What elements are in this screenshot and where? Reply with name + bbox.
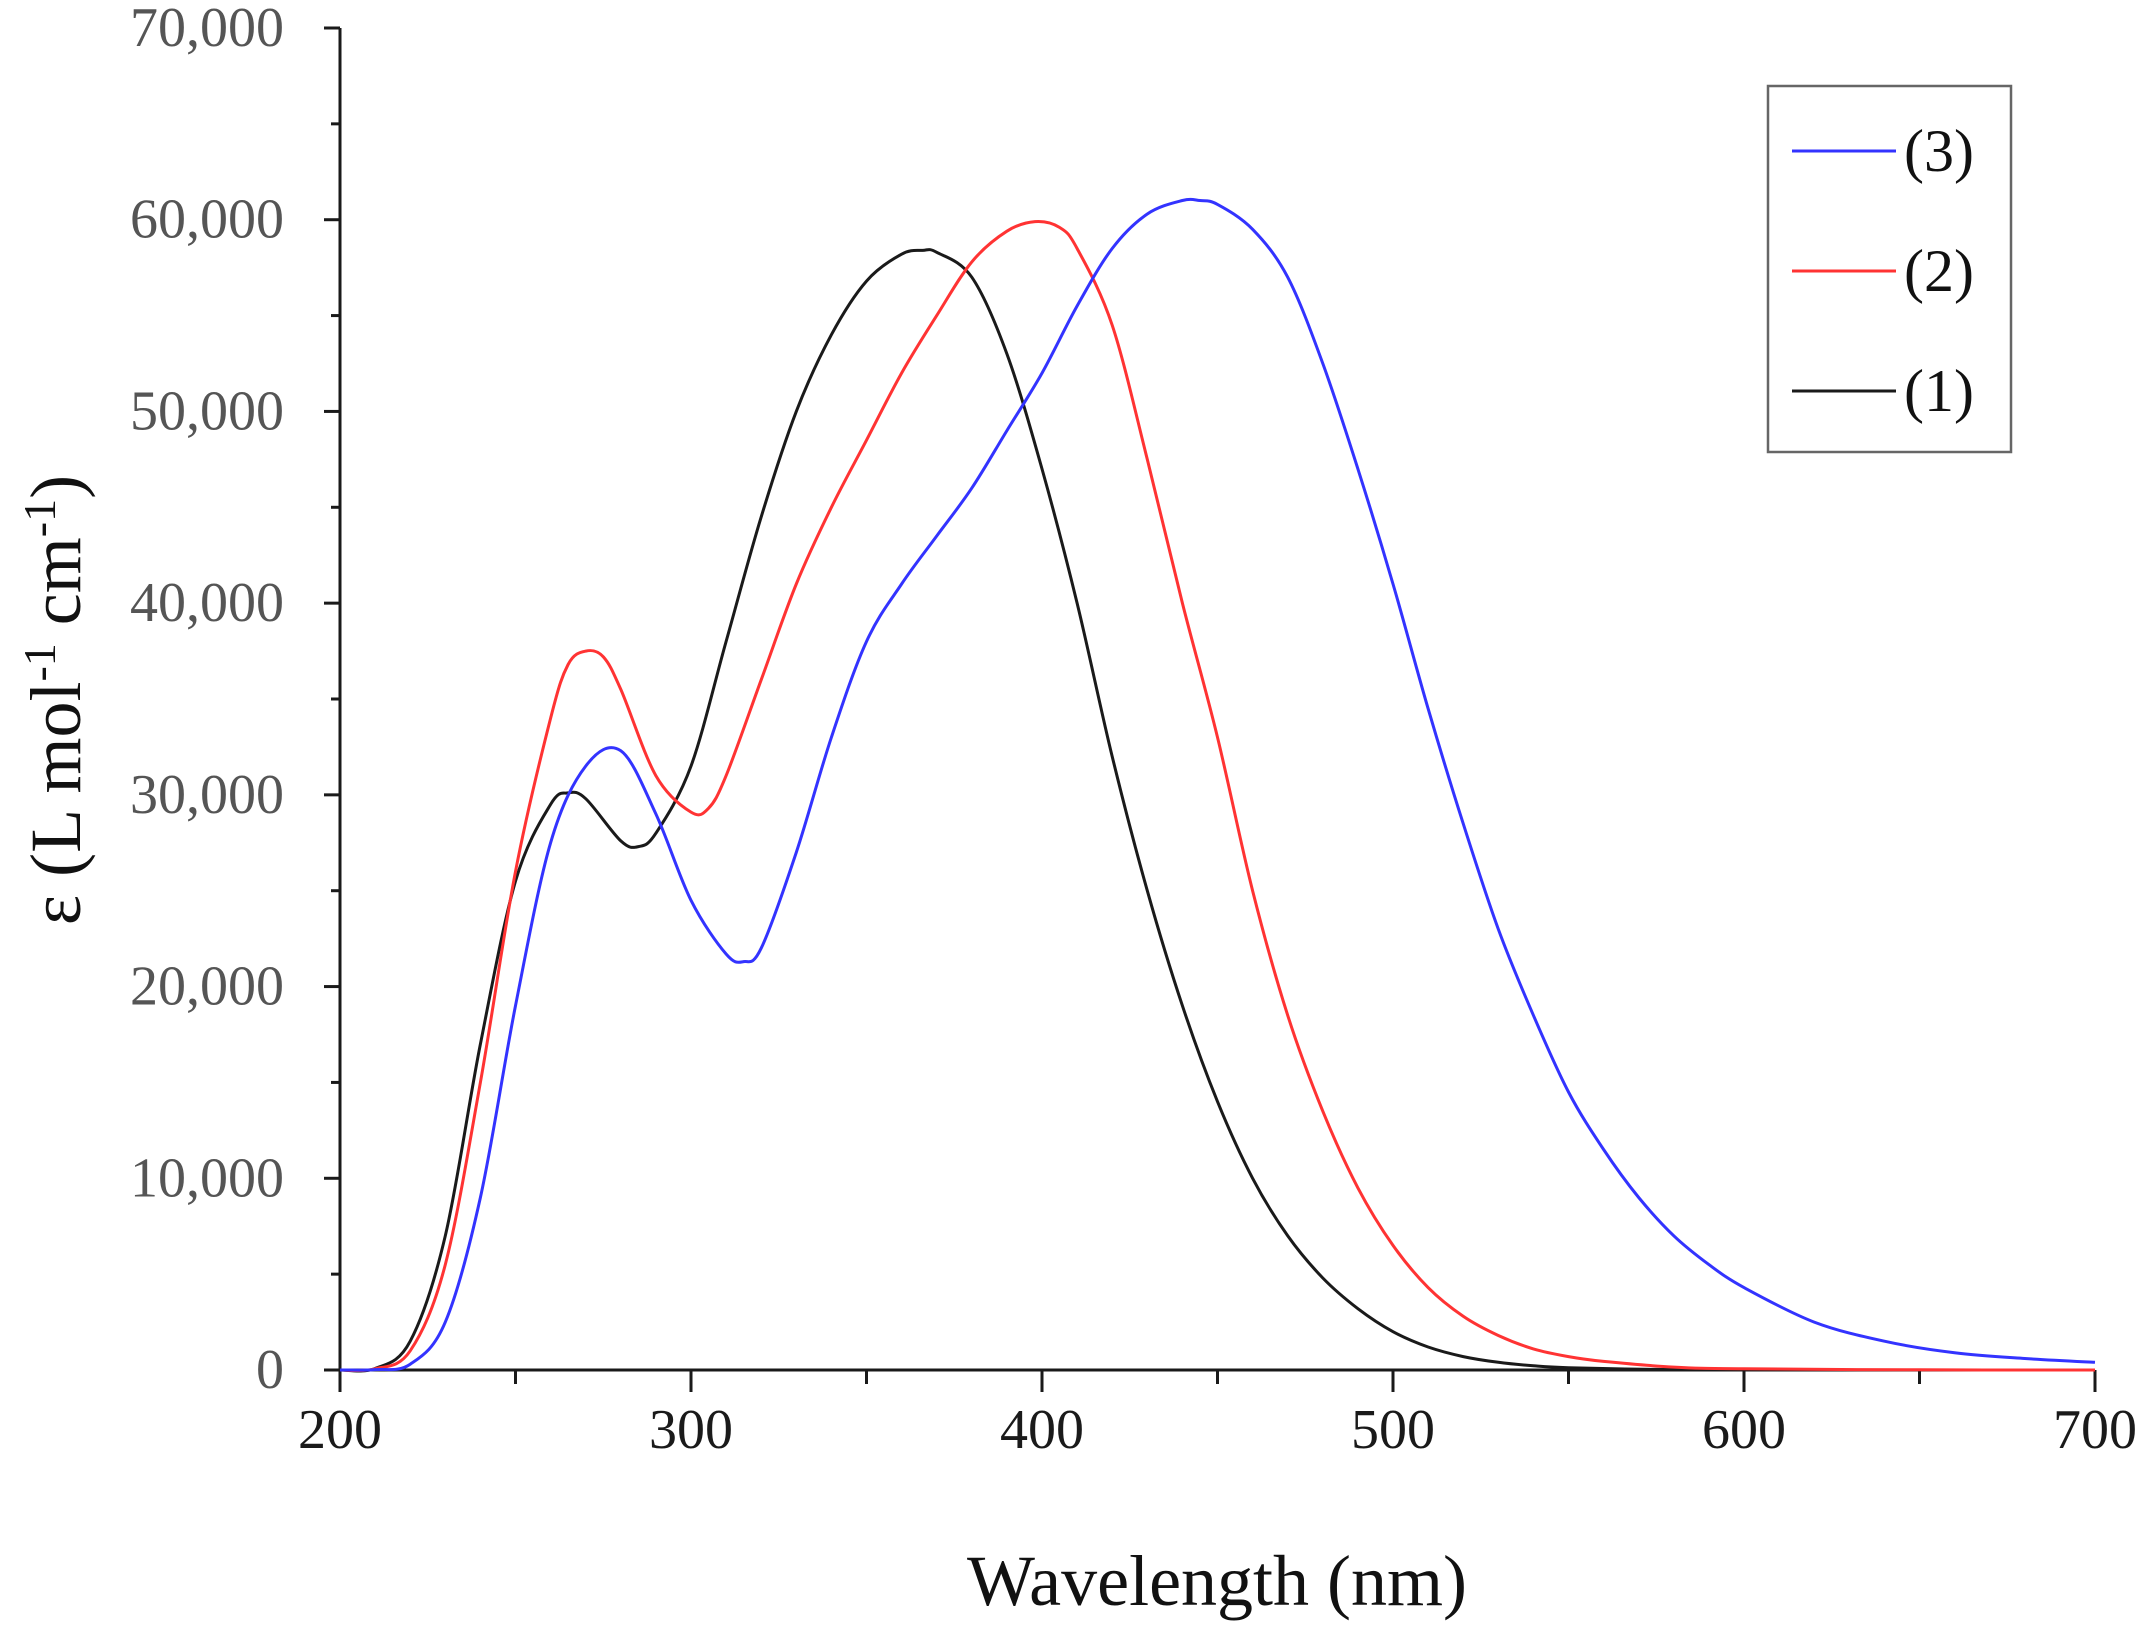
y-axis-ticks [324,26,340,1372]
y-tick-label: 30,000 [130,764,284,826]
y-tick-label: 70,000 [130,0,284,59]
x-tick-label: 200 [298,1399,382,1461]
series-line-1 [339,248,2095,1373]
y-axis-title-mid: cm [16,537,96,643]
y-axis-title-end: ) [16,475,96,499]
legend: (3) (2) (1) [1766,84,2013,454]
x-tick-label: 600 [1702,1399,1786,1461]
series-lines [339,197,2096,1373]
y-tick-label: 50,000 [130,380,284,442]
y-tick-label: 10,000 [130,1147,284,1209]
y-tick-label: 0 [256,1339,284,1401]
legend-label-1: (1) [1904,358,1974,424]
x-tick-label: 300 [649,1399,733,1461]
x-axis-title: Wavelength (nm) [967,1541,1467,1621]
x-tick-label: 500 [1351,1399,1435,1461]
series-line-2 [339,219,2096,1373]
y-tick-label: 20,000 [130,956,284,1018]
x-tick-label: 700 [2053,1399,2137,1461]
y-axis-title-sup1: -1 [14,643,65,681]
y-axis-tick-labels: 0 10,000 20,000 30,000 40,000 50,000 60,000 70,… [130,0,284,1401]
x-axis-ticks [338,1370,2097,1392]
x-axis-tick-labels: 200 300 400 500 600 700 [298,1399,2137,1461]
legend-items: (3) (2) (1) [1792,118,1974,424]
y-axis-title: ε (L mol-1 cm-1) [14,475,97,925]
legend-label-3: (3) [1904,118,1974,184]
y-axis-title-sup2: -1 [14,499,65,537]
legend-box [1766,84,2013,454]
y-tick-label: 40,000 [130,572,284,634]
y-tick-label: 60,000 [130,189,284,251]
y-axis-title-main: ε (L mol [16,682,96,926]
series-line-3 [339,197,2096,1372]
legend-label-2: (2) [1904,238,1974,304]
x-tick-label: 400 [1000,1399,1084,1461]
